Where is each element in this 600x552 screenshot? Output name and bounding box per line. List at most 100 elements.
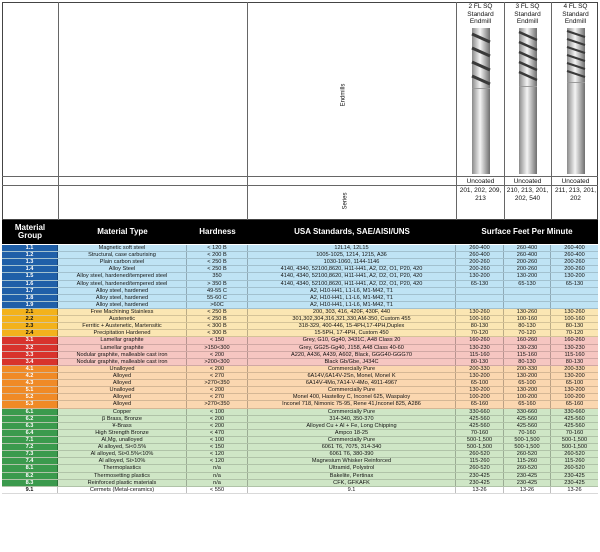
material-group-cell: 8.3 <box>2 479 58 486</box>
standards-cell: Grey, G10, Gg40, 3431C, A48 Class 20 <box>248 337 456 344</box>
sfm-3fl-cell: 115-160 <box>504 351 551 358</box>
sfm-2fl-cell: 80-130 <box>456 323 504 330</box>
tool-2-name-line: 3 FL SQ <box>515 3 540 10</box>
material-group-cell: 5.2 <box>2 394 58 401</box>
sfm-2fl-cell <box>456 294 504 301</box>
hardness-cell: 55-60 C <box>187 294 248 301</box>
standards-cell: A2, H10-H41, L1-L6, M1-M42, T1 <box>248 294 456 301</box>
hardness-cell: < 120 B <box>187 245 248 252</box>
material-group-cell: 5.3 <box>2 401 58 408</box>
sfm-4fl-cell: 200-260 <box>564 266 585 273</box>
standards-cell: Magnesium Whisker Reinforced <box>248 458 456 465</box>
sfm-2fl-cell: 260-400 <box>456 252 504 259</box>
sfm-3fl-cell: 100-200 <box>504 394 551 401</box>
grid-line <box>2 176 598 177</box>
tool-3-name-line: 4 FL SQ <box>563 3 588 10</box>
material-type-cell: Magnetic soft steel <box>58 245 187 252</box>
standards-cell: 318-329, 400-446, 15-4PH,17-4PH,Duplex <box>248 323 456 330</box>
sfm-2fl-cell: 70-160 <box>456 429 504 436</box>
sfm-2fl-cell: 200-260 <box>456 266 504 273</box>
sfm-4fl-cell: 130-200 <box>564 372 585 379</box>
sfm-2fl-cell: 330-660 <box>456 408 504 415</box>
sfm-3fl-cell: 80-130 <box>504 358 551 365</box>
hardness-cell: >150<300 <box>187 344 248 351</box>
hardness-cell: < 470 <box>187 429 248 436</box>
sfm-4fl-cell: 260-520 <box>564 451 585 458</box>
table-row: 6.2 β Brass, Bronze < 200 314-340, 350-370 4… <box>2 415 598 423</box>
tool-1-name-line: Endmill <box>469 18 492 25</box>
hardness-cell: < 150 <box>187 337 248 344</box>
sfm-2fl-cell: 260-520 <box>456 451 504 458</box>
material-type-cell: Ferritic + Austenetic, Martensitic <box>58 323 187 330</box>
material-type-cell: Lamellar graphite <box>58 337 187 344</box>
standards-cell: 301,302,304,316,321,330,AM-350, Custom 4… <box>248 316 456 323</box>
material-group-cell: 2.1 <box>2 308 58 316</box>
table-header: Material Group Material Type Hardness US… <box>2 220 598 244</box>
sfm-2fl-cell: 115-160 <box>456 351 504 358</box>
table-row: 6.3 ¥-Brass < 200 Alloyed Cu + Al + Fe, Lon… <box>2 422 598 430</box>
sfm-3fl-cell: 13-26 <box>504 486 551 493</box>
tool-2-coating: Uncoated <box>513 178 542 185</box>
tool-3-name-line: Standard <box>562 10 589 18</box>
table-row: 6.1 Copper < 100 Commercially Pure 330-660 33… <box>2 408 598 416</box>
hardness-cell: < 200 <box>187 351 248 358</box>
standards-cell: Grey, GG25-Gg40, J158, A48 Class 40-60 <box>248 344 456 351</box>
hardness-cell: < 250 B <box>187 259 248 266</box>
standards-cell: Commercially Pure <box>248 436 456 444</box>
sfm-4fl-cell: 425-560 <box>564 415 585 422</box>
table-row: 8.2 Thermosetting plastics n/a Bakelite, Pe… <box>2 472 598 480</box>
table-row: 2.1 Free Machining Stainless < 250 B 200, 3… <box>2 308 598 317</box>
material-group-cell: 6.3 <box>2 422 58 429</box>
grid-line <box>2 185 598 186</box>
sfm-3fl-cell: 70-160 <box>504 429 551 436</box>
table-row: 5.3 Alloyed >270<350 Inconel 718, Nimonic 7… <box>2 401 598 409</box>
sfm-4fl-cell: 200-330 <box>564 365 585 372</box>
sfm-3fl-cell: 130-200 <box>504 273 551 280</box>
tool-3-name: 4 FL SQ Standard Endmill <box>558 3 593 26</box>
sfm-2fl-cell: 260-400 <box>456 245 504 252</box>
tool-2-name-line: Standard <box>514 10 541 18</box>
sfm-4fl-cell: 100-160 <box>564 316 585 323</box>
tool-1-series: 201, 202, 209, 213 <box>459 187 502 202</box>
hardness-cell: < 300 B <box>187 330 248 337</box>
material-group-cell: 6.4 <box>2 429 58 436</box>
material-type-cell: Plain carbon steel <box>58 259 187 266</box>
table-row: 1.7 Alloy steel, hardened 49-55 C A2, H10-H… <box>2 287 598 295</box>
sfm-2fl-cell: 200-330 <box>456 365 504 372</box>
sfm-3fl-cell: 115-260 <box>504 458 551 465</box>
endmill-2fl-icon <box>470 28 491 174</box>
material-type-cell: Thermoplastics <box>58 465 187 472</box>
standards-cell: 1005-1025, 1214, 1215, A36 <box>248 252 456 259</box>
material-group-cell: 1.9 <box>2 301 58 308</box>
endmill-3fl-icon <box>517 28 538 174</box>
sfm-4fl-cell: 260-400 <box>564 252 585 259</box>
standards-cell: CFK, GFKAFK <box>248 479 456 486</box>
hardness-cell: < 150 <box>187 444 248 451</box>
table-row: 1.1 Magnetic soft steel < 120 B 12L14, 12L1… <box>2 245 598 253</box>
table-row: 7.4 Al alloyed, Si>10% < 120 Magnesium Whis… <box>2 458 598 466</box>
sfm-3fl-cell: 65-100 <box>504 380 551 387</box>
sfm-3fl-cell: 260-400 <box>504 245 551 252</box>
material-group-cell: 4.2 <box>2 372 58 380</box>
material-type-cell: Alloyed <box>58 401 187 408</box>
material-group-cell: 8.1 <box>2 465 58 472</box>
material-type-cell: Structural, case carburising <box>58 252 187 259</box>
standards-cell: 12L14, 12L15 <box>248 245 456 252</box>
tool-header-block: Endmills Series 2 FL SQ Standard Endmill… <box>2 2 598 220</box>
hardness-cell: >270<350 <box>187 380 248 387</box>
standards-cell: 314-340, 350-370 <box>248 415 456 422</box>
table-row: 1.8 Alloy steel, hardened 55-60 C A2, H10-H… <box>2 294 598 302</box>
sfm-4fl-cell: 115-260 <box>564 458 585 465</box>
header-hardness: Hardness <box>199 226 236 236</box>
standards-cell: Commercially Pure <box>248 408 456 415</box>
material-type-cell: Alloy steel, hardened/tempered steel <box>58 280 187 287</box>
material-group-cell: 1.1 <box>2 245 58 252</box>
standards-cell: A220, A436, A439, A602, Black, GGG40-GGG… <box>248 351 456 358</box>
standards-cell: Commercially Pure <box>248 387 456 394</box>
sfm-3fl-cell: 500-1,500 <box>504 444 551 451</box>
grid-line <box>551 2 552 220</box>
sfm-3fl-cell: 200-330 <box>504 365 551 372</box>
material-type-cell: Thermosetting plastics <box>58 472 187 479</box>
table-row: 8.1 Thermoplastics n/a Ultramid, Polystrol 2… <box>2 465 598 473</box>
